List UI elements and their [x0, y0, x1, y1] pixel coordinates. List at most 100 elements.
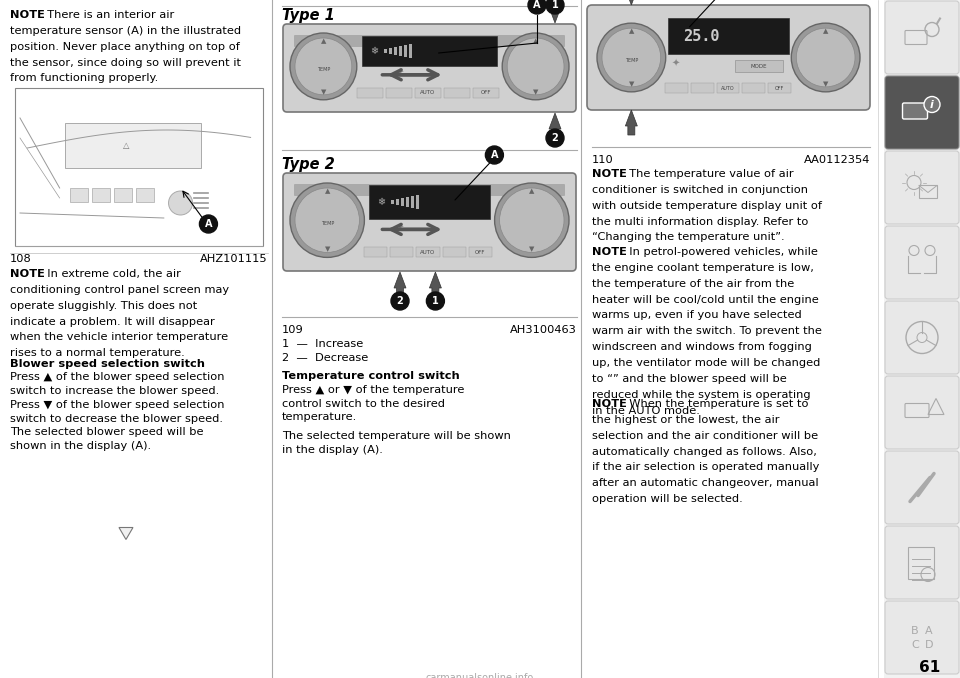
FancyBboxPatch shape [283, 173, 576, 271]
Text: up, the ventilator mode will be changed: up, the ventilator mode will be changed [592, 358, 821, 368]
Bar [664, 83, 687, 93]
Text: A: A [491, 150, 498, 160]
Circle shape [290, 183, 365, 258]
Text: to “” and the blower speed will be: to “” and the blower speed will be [592, 374, 787, 384]
FancyBboxPatch shape [294, 184, 565, 196]
Text: 1: 1 [432, 296, 439, 306]
Text: “Changing the temperature unit”.: “Changing the temperature unit”. [592, 233, 784, 243]
Text: carmanualsonline.info: carmanualsonline.info [426, 673, 534, 678]
Text: The temperature value of air: The temperature value of air [622, 169, 794, 179]
Text: ✦: ✦ [396, 222, 403, 233]
Text: ▲: ▲ [533, 38, 539, 44]
Text: AH3100463: AH3100463 [510, 325, 577, 335]
Text: when the vehicle interior temperature: when the vehicle interior temperature [10, 332, 228, 342]
Text: In extreme cold, the air: In extreme cold, the air [40, 269, 180, 279]
Text: rises to a normal temperature.: rises to a normal temperature. [10, 348, 184, 358]
Text: Press ▲ or ▼ of the temperature
control switch to the desired
temperature.: Press ▲ or ▼ of the temperature control … [282, 385, 465, 422]
Bar [398, 46, 402, 56]
Text: Blower speed selection switch: Blower speed selection switch [10, 359, 205, 369]
Text: warm air with the switch. To prevent the: warm air with the switch. To prevent the [592, 326, 822, 336]
Text: ❄: ❄ [377, 197, 386, 207]
Bar [15, 88, 263, 246]
Bar [908, 546, 934, 578]
Text: 2: 2 [552, 133, 559, 143]
Text: the sensor, since doing so will prevent it: the sensor, since doing so will prevent … [10, 58, 241, 68]
Bar [389, 48, 392, 54]
Text: temperature sensor (A) in the illustrated: temperature sensor (A) in the illustrate… [10, 26, 241, 36]
Polygon shape [429, 272, 442, 295]
Bar [406, 197, 409, 207]
Text: C: C [911, 641, 919, 650]
Text: ✦: ✦ [672, 59, 680, 69]
Bar [391, 247, 414, 257]
Bar [473, 88, 499, 98]
Text: Type 2: Type 2 [282, 157, 335, 172]
Text: conditioner is switched in conjunction: conditioner is switched in conjunction [592, 185, 808, 195]
FancyBboxPatch shape [902, 103, 927, 119]
FancyBboxPatch shape [885, 526, 959, 599]
Text: ▲: ▲ [324, 188, 330, 194]
Text: AUTO: AUTO [420, 250, 436, 254]
Text: B: B [911, 626, 919, 637]
Text: position. Never place anything on top of: position. Never place anything on top of [10, 42, 240, 52]
Bar [135, 188, 154, 202]
Text: When the temperature is set to: When the temperature is set to [622, 399, 808, 409]
Bar [734, 60, 783, 72]
Text: MODE: MODE [751, 64, 767, 68]
Text: 25.0: 25.0 [683, 28, 719, 43]
Text: OFF: OFF [481, 90, 492, 96]
Circle shape [507, 38, 564, 95]
Text: NOTE: NOTE [10, 10, 45, 20]
Text: ▲: ▲ [629, 28, 634, 34]
Text: NOTE: NOTE [592, 169, 627, 179]
Bar [69, 188, 87, 202]
FancyBboxPatch shape [885, 451, 959, 524]
Circle shape [295, 38, 351, 95]
Text: ▲: ▲ [823, 28, 828, 34]
Text: ▼: ▼ [324, 246, 330, 252]
Bar [362, 36, 497, 66]
Bar [394, 47, 396, 55]
Text: ▼: ▼ [823, 81, 828, 87]
Bar [64, 123, 201, 168]
Text: A: A [204, 219, 212, 229]
Bar [409, 44, 412, 58]
Text: ✦: ✦ [396, 68, 403, 78]
Text: in the AUTO mode.: in the AUTO mode. [592, 405, 700, 416]
Text: 61: 61 [920, 660, 941, 675]
Text: 110: 110 [592, 155, 613, 165]
Bar [768, 83, 791, 93]
Text: 109: 109 [282, 325, 303, 335]
Text: △: △ [123, 141, 130, 150]
FancyBboxPatch shape [885, 1, 959, 74]
Text: the multi information display. Refer to: the multi information display. Refer to [592, 216, 808, 226]
Circle shape [528, 0, 546, 14]
Text: 2  —  Decrease: 2 — Decrease [282, 353, 369, 363]
Circle shape [597, 23, 665, 92]
Bar [404, 45, 407, 57]
Text: selection and the air conditioner will be: selection and the air conditioner will b… [592, 431, 818, 441]
Text: TEMP: TEMP [625, 58, 638, 63]
Text: from functioning properly.: from functioning properly. [10, 73, 158, 83]
Text: ▲: ▲ [321, 38, 326, 44]
Bar [443, 247, 466, 257]
Text: after an automatic changeover, manual: after an automatic changeover, manual [592, 478, 819, 488]
Text: A: A [925, 626, 933, 637]
Text: windscreen and windows from fogging: windscreen and windows from fogging [592, 342, 812, 352]
Text: reduced while the system is operating: reduced while the system is operating [592, 390, 810, 399]
Text: the highest or the lowest, the air: the highest or the lowest, the air [592, 415, 780, 425]
Polygon shape [625, 0, 637, 5]
Circle shape [546, 0, 564, 14]
Bar [417, 247, 440, 257]
FancyBboxPatch shape [885, 226, 959, 299]
Bar [690, 83, 713, 93]
Text: warms up, even if you have selected: warms up, even if you have selected [592, 311, 802, 321]
Circle shape [499, 188, 564, 252]
Text: Type 1: Type 1 [282, 8, 335, 23]
Bar [716, 83, 739, 93]
Circle shape [502, 33, 569, 100]
Text: Press ▼ of the blower speed selection
switch to decrease the blower speed.
The s: Press ▼ of the blower speed selection sw… [10, 400, 225, 451]
Bar [884, 0, 960, 678]
Text: i: i [930, 100, 934, 110]
Text: the engine coolant temperature is low,: the engine coolant temperature is low, [592, 263, 814, 273]
